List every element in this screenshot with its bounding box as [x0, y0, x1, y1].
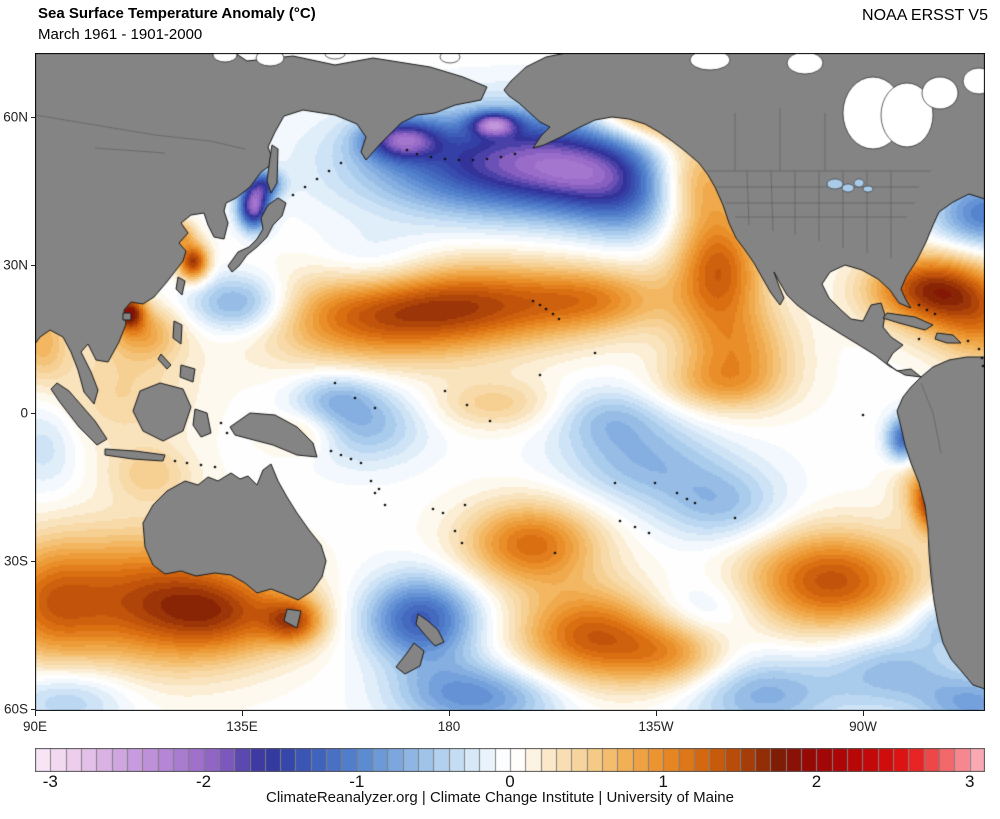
lon-tick-mark [35, 711, 36, 716]
footer-credit: ClimateReanalyzer.org | Climate Change I… [266, 789, 734, 806]
colorbar-tick-label: -3 [42, 772, 58, 791]
colorbar-tick-label: -2 [195, 772, 212, 791]
page-subtitle: March 1961 - 1901-2000 [38, 26, 203, 43]
lat-tick-label: 0 [20, 405, 28, 421]
colorbar-tick-label: 0 [505, 772, 515, 791]
colorbar-tick-label: 1 [658, 772, 668, 791]
lat-tick-mark [31, 264, 35, 266]
colorbar-tick-label: -1 [349, 772, 365, 791]
lon-tick-label: 180 [437, 719, 461, 734]
lon-tick-label: 135E [226, 719, 258, 734]
lon-tick-mark [242, 711, 243, 716]
lat-tick-label: 30S [3, 553, 28, 569]
lat-tick-mark [31, 117, 35, 119]
lon-tick-label: 90E [22, 719, 48, 734]
page-title: Sea Surface Temperature Anomaly (°C) [38, 5, 316, 22]
lat-tick-mark [31, 412, 35, 414]
lon-tick-label: 90W [849, 719, 877, 734]
lon-tick-mark [449, 711, 450, 716]
lat-tick-label: 30N [3, 257, 28, 273]
lat-tick-label: 60S [3, 701, 28, 717]
sst-anomaly-map-canvas [35, 53, 985, 711]
colorbar [35, 748, 985, 772]
lon-tick-mark [863, 711, 864, 716]
lat-tick-mark [31, 560, 35, 562]
lon-tick-label: 135W [638, 719, 674, 734]
lat-tick-label: 60N [3, 109, 28, 125]
colorbar-tick-label: 2 [811, 772, 822, 791]
lat-tick-mark [31, 708, 35, 710]
colorbar-labels: -3 -2 -1 0 1 2 3 [0, 770, 1000, 792]
lon-tick-mark [656, 711, 657, 716]
colorbar-tick-label: 3 [964, 772, 975, 791]
dataset-label: NOAA ERSST V5 [862, 7, 988, 24]
map-panel [35, 53, 985, 711]
